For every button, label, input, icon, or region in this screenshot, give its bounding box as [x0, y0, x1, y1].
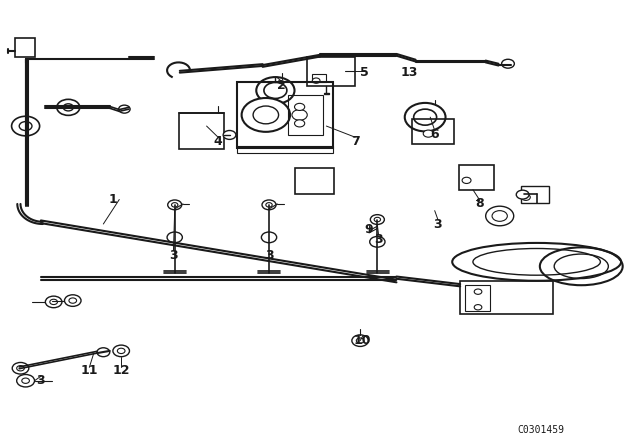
Circle shape: [404, 103, 445, 131]
Circle shape: [423, 130, 433, 137]
Bar: [294, 168, 334, 194]
Text: 6: 6: [430, 129, 439, 142]
Bar: [288, 95, 323, 135]
Circle shape: [12, 362, 29, 374]
Circle shape: [312, 78, 320, 83]
Circle shape: [167, 232, 182, 243]
Bar: [459, 165, 494, 190]
Text: 2: 2: [277, 79, 286, 92]
Circle shape: [118, 105, 130, 113]
Circle shape: [22, 378, 29, 383]
Bar: [460, 280, 552, 314]
Bar: [465, 285, 490, 311]
Text: 10: 10: [354, 334, 371, 347]
Circle shape: [17, 366, 24, 371]
Circle shape: [502, 59, 515, 68]
Bar: [237, 146, 333, 153]
Circle shape: [50, 299, 58, 305]
Bar: [412, 119, 454, 144]
Circle shape: [352, 335, 369, 346]
Circle shape: [63, 104, 74, 111]
Bar: [312, 73, 326, 82]
Text: 12: 12: [113, 364, 130, 377]
Circle shape: [292, 110, 307, 120]
Text: 11: 11: [81, 364, 98, 377]
Text: 3: 3: [36, 374, 45, 387]
Text: 13: 13: [401, 66, 418, 79]
Circle shape: [57, 99, 80, 116]
Circle shape: [172, 202, 178, 207]
Circle shape: [370, 237, 385, 247]
Circle shape: [294, 103, 305, 111]
Text: 9: 9: [365, 223, 373, 236]
Text: 7: 7: [351, 135, 360, 148]
Circle shape: [65, 295, 81, 306]
Circle shape: [97, 348, 109, 357]
Circle shape: [45, 296, 62, 308]
Circle shape: [356, 338, 364, 343]
Text: 1: 1: [109, 193, 117, 206]
Circle shape: [117, 348, 125, 353]
Circle shape: [256, 77, 294, 104]
Circle shape: [262, 200, 276, 210]
Bar: [237, 82, 333, 148]
Circle shape: [413, 109, 436, 125]
Circle shape: [371, 215, 385, 224]
Text: 4: 4: [214, 135, 223, 148]
Circle shape: [374, 217, 381, 222]
Bar: [307, 57, 355, 86]
Circle shape: [242, 98, 290, 132]
Circle shape: [516, 190, 529, 199]
Bar: [179, 113, 225, 149]
Bar: [521, 186, 549, 202]
Circle shape: [462, 177, 471, 184]
Circle shape: [12, 116, 40, 136]
Text: 3: 3: [265, 249, 273, 262]
Text: 8: 8: [475, 198, 484, 211]
Text: 3: 3: [433, 217, 442, 231]
Circle shape: [69, 298, 77, 303]
Text: 5: 5: [360, 66, 369, 79]
Circle shape: [492, 211, 508, 221]
Circle shape: [19, 121, 32, 130]
Circle shape: [266, 202, 272, 207]
Text: 3: 3: [374, 233, 383, 246]
Circle shape: [168, 200, 182, 210]
Circle shape: [474, 289, 482, 294]
Circle shape: [522, 194, 531, 200]
Text: C0301459: C0301459: [518, 425, 564, 435]
Bar: [15, 39, 35, 57]
Circle shape: [486, 206, 514, 226]
Circle shape: [474, 305, 482, 310]
Circle shape: [17, 375, 35, 387]
Circle shape: [253, 106, 278, 124]
Circle shape: [113, 345, 129, 357]
Circle shape: [223, 130, 236, 139]
Text: 3: 3: [169, 249, 178, 262]
Circle shape: [294, 120, 305, 127]
Circle shape: [261, 232, 276, 243]
Circle shape: [264, 82, 287, 99]
